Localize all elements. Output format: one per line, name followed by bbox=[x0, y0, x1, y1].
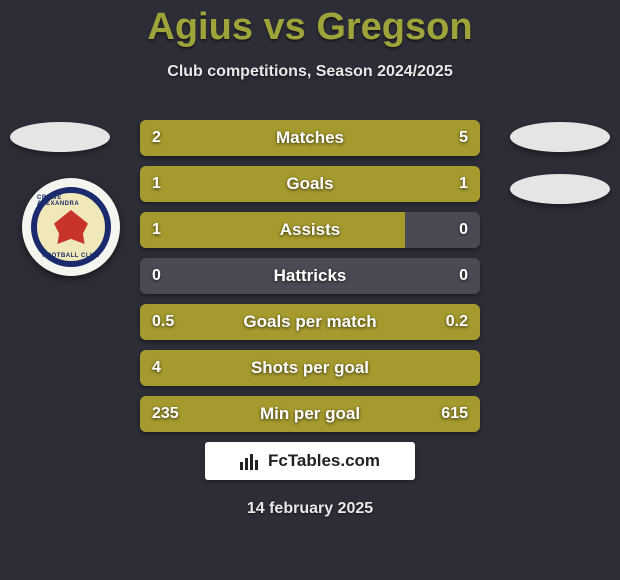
stat-row: Assists1 0 bbox=[140, 212, 480, 248]
stat-label: Shots per goal bbox=[140, 350, 480, 386]
subtitle: Club competitions, Season 2024/2025 bbox=[0, 63, 620, 81]
stat-row: Min per goal235615 bbox=[140, 396, 480, 432]
badge-placeholder-mid-right bbox=[510, 174, 610, 204]
stat-label: Hattricks bbox=[140, 258, 480, 294]
stat-label: Goals bbox=[140, 166, 480, 202]
stat-value-left: 1 bbox=[140, 166, 173, 202]
stat-value-right: 1 bbox=[447, 166, 480, 202]
stat-row: Hattricks0 0 bbox=[140, 258, 480, 294]
stat-row: Goals1 1 bbox=[140, 166, 480, 202]
stat-row: Shots per goal4 bbox=[140, 350, 480, 386]
badge-placeholder-top-right bbox=[510, 122, 610, 152]
stat-value-right: 5 bbox=[447, 120, 480, 156]
stat-label: Matches bbox=[140, 120, 480, 156]
stat-value-right: 0 bbox=[447, 212, 480, 248]
stat-label: Assists bbox=[140, 212, 480, 248]
stat-value-left: 235 bbox=[140, 396, 191, 432]
club-badge-inner: CREWE ALEXANDRA FOOTBALL CLUB bbox=[31, 187, 111, 267]
club-badge-left: CREWE ALEXANDRA FOOTBALL CLUB bbox=[22, 178, 120, 276]
date-text: 14 february 2025 bbox=[0, 500, 620, 518]
stat-value-left: 0 bbox=[140, 258, 173, 294]
club-badge-text-top: CREWE ALEXANDRA bbox=[37, 195, 105, 207]
stat-value-left: 4 bbox=[140, 350, 173, 386]
stat-value-right: 615 bbox=[429, 396, 480, 432]
stat-row: Matches2 5 bbox=[140, 120, 480, 156]
stat-value-right bbox=[456, 350, 480, 386]
stat-value-left: 0.5 bbox=[140, 304, 186, 340]
page-title: Agius vs Gregson bbox=[0, 0, 620, 49]
watermark-text: FcTables.com bbox=[268, 451, 380, 471]
chart-icon bbox=[240, 452, 262, 470]
stat-row: Goals per match0.5 0.2 bbox=[140, 304, 480, 340]
club-badge-lion-icon bbox=[54, 210, 88, 244]
stat-value-left: 2 bbox=[140, 120, 173, 156]
stat-value-right: 0.2 bbox=[434, 304, 480, 340]
stat-value-right: 0 bbox=[447, 258, 480, 294]
badge-placeholder-top-left bbox=[10, 122, 110, 152]
club-badge-text-bottom: FOOTBALL CLUB bbox=[42, 253, 99, 259]
comparison-bars: Matches25Goals11Assists10Hattricks00Goal… bbox=[140, 120, 480, 442]
stat-value-left: 1 bbox=[140, 212, 173, 248]
stat-label: Goals per match bbox=[140, 304, 480, 340]
watermark: FcTables.com bbox=[205, 442, 415, 480]
